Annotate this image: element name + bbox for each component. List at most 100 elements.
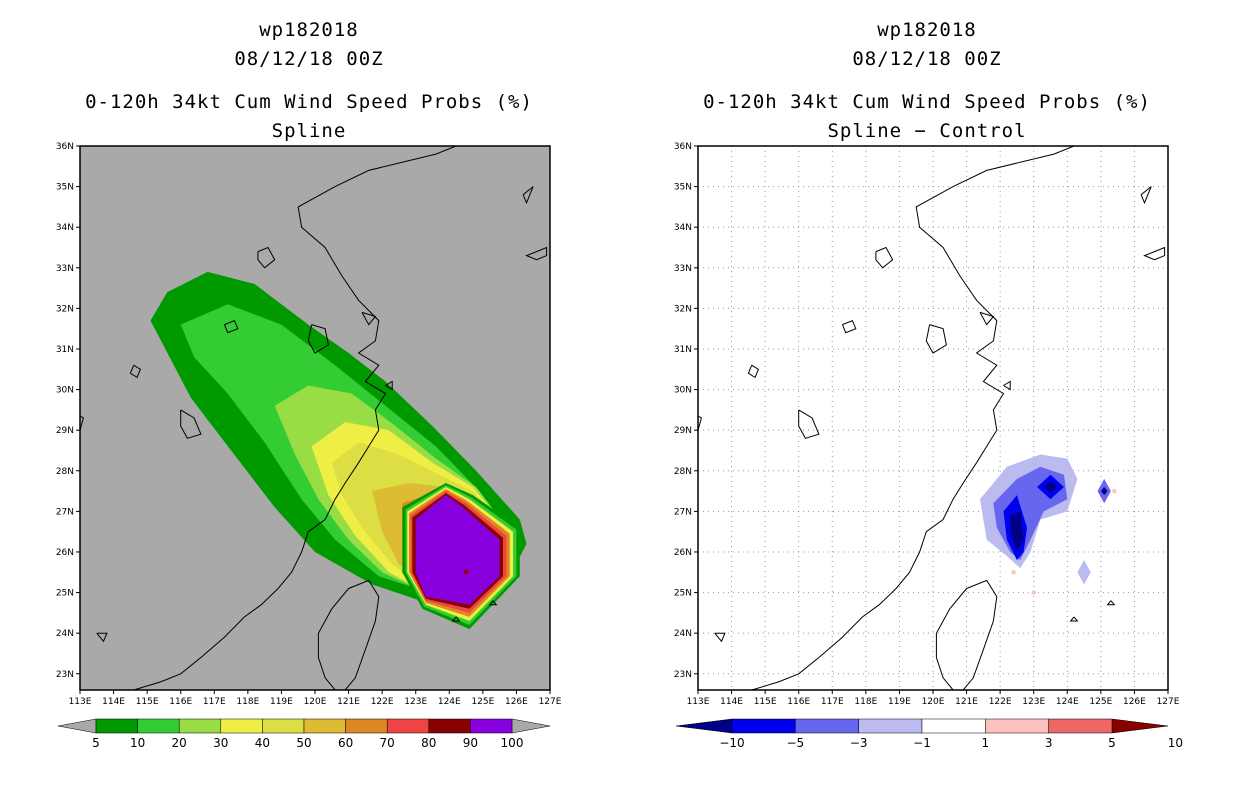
lon-tick-label: 127E <box>1157 697 1180 707</box>
colorbar-over-arrow <box>1111 718 1169 734</box>
right-difference-map: 113E 114E 115E 116E 117E 118E 119E 120E 121E 122E… <box>674 142 1183 750</box>
lat-tick-label: 32N <box>674 304 692 314</box>
diff-contour-plus1 <box>1011 570 1016 575</box>
lat-tick-label: 31N <box>56 345 74 355</box>
lake-outline <box>841 319 857 334</box>
lon-tick-label: 115E <box>136 697 159 707</box>
colorbar-swatch <box>470 718 513 734</box>
lake-outline <box>525 246 548 261</box>
lat-tick-label: 35N <box>674 183 692 193</box>
colorbar-label: 20 <box>172 736 187 750</box>
lon-tick-label: 116E <box>169 697 192 707</box>
lon-tick-label: 126E <box>1123 697 1146 707</box>
coastline <box>751 146 1075 690</box>
lat-tick-label: 30N <box>674 386 692 396</box>
lat-tick-label: 31N <box>674 345 692 355</box>
diff-contour-minus1 <box>1077 560 1091 585</box>
colorbar-swatch <box>303 718 346 734</box>
lon-tick-label: 122E <box>989 697 1012 707</box>
lon-tick-label: 123E <box>1022 697 1045 707</box>
colorbar-label: 5 <box>1108 736 1116 750</box>
lat-tick-label: 28N <box>674 467 692 477</box>
lon-tick-label: 118E <box>236 697 259 707</box>
lon-tick-label: 114E <box>102 697 125 707</box>
lon-tick-label: 117E <box>203 697 226 707</box>
lat-tick-label: 36N <box>56 142 74 152</box>
lon-tick-label: 124E <box>1056 697 1079 707</box>
colorbar-swatch <box>95 718 138 734</box>
colorbar-swatch <box>1048 718 1113 734</box>
lat-tick-label: 34N <box>56 223 74 233</box>
colorbar-label: −1 <box>913 736 931 750</box>
lon-tick-label: 125E <box>471 697 494 707</box>
lat-tick-label: 28N <box>56 467 74 477</box>
diff-contour-plus1 <box>1031 590 1036 595</box>
lat-tick-label: 35N <box>56 183 74 193</box>
right-storm-id: wp182018 <box>877 19 977 41</box>
right-subtitle: Spline − Control <box>827 120 1027 142</box>
lat-tick-label: 27N <box>56 507 74 517</box>
colorbar-swatch <box>220 718 263 734</box>
colorbar-swatch <box>858 718 923 734</box>
colorbar-under-arrow <box>57 718 97 734</box>
lon-tick-label: 116E <box>787 697 810 707</box>
colorbar-label: −10 <box>719 736 744 750</box>
lon-tick-label: 121E <box>955 697 978 707</box>
right-date: 08/12/18 00Z <box>852 48 1002 70</box>
island-outline <box>522 186 534 205</box>
island-outline <box>96 632 108 643</box>
colorbar-label: 1 <box>982 736 990 750</box>
lat-tick-label: 23N <box>674 670 692 680</box>
island-outline <box>979 311 995 326</box>
diff-contour-minus10 <box>1043 480 1058 494</box>
lat-tick-label: 29N <box>674 426 692 436</box>
coastline <box>133 146 457 690</box>
left-storm-id: wp182018 <box>259 19 359 41</box>
colorbar-swatch <box>386 718 430 734</box>
left-subtitle: Spline <box>271 120 347 142</box>
colorbar-swatch <box>428 718 471 734</box>
colorbar-swatch <box>921 718 986 734</box>
map-content <box>698 146 1168 690</box>
colorbar-over-arrow <box>511 718 551 734</box>
lat-tick-label: 23N <box>56 670 74 680</box>
lon-tick-label: 124E <box>438 697 461 707</box>
colorbar-label: 40 <box>255 736 270 750</box>
lon-tick-label: 119E <box>888 697 911 707</box>
lat-tick-label: 36N <box>674 142 692 152</box>
taiwan-coastline <box>935 579 998 690</box>
left-product-title: 0-120h 34kt Cum Wind Speed Probs (%) <box>85 91 533 113</box>
colorbar-label: 70 <box>380 736 395 750</box>
lon-tick-label: 119E <box>270 697 293 707</box>
lake-outline <box>747 364 760 379</box>
right-product-title: 0-120h 34kt Cum Wind Speed Probs (%) <box>703 91 1151 113</box>
lake-outline <box>223 319 239 334</box>
lon-tick-label: 122E <box>371 697 394 707</box>
lon-tick-label: 114E <box>720 697 743 707</box>
left-panel: wp182018 08/12/18 00Z 0-120h 34kt Cum Wi… <box>56 19 562 750</box>
colorbar-label: 60 <box>338 736 353 750</box>
lake-outline <box>257 246 276 269</box>
lake-outline <box>1143 246 1166 261</box>
colorbar-label: 30 <box>213 736 228 750</box>
colorbar-label: 100 <box>501 736 524 750</box>
prob-ring-band <box>415 495 500 605</box>
lat-tick-label: 24N <box>56 629 74 639</box>
lon-tick-label: 123E <box>404 697 427 707</box>
map-content <box>80 146 550 690</box>
max-probability-marker <box>464 570 469 575</box>
lat-tick-label: 27N <box>674 507 692 517</box>
lat-tick-label: 30N <box>56 386 74 396</box>
lake-outline <box>798 409 820 439</box>
colorbar-label: 10 <box>1168 736 1183 750</box>
colorbar-label: −3 <box>850 736 868 750</box>
diff-contour-minus10 <box>1100 487 1108 496</box>
colorbar-label: −5 <box>786 736 804 750</box>
colorbar-swatch <box>137 718 180 734</box>
lon-tick-label: 125E <box>1089 697 1112 707</box>
colorbar-label: 5 <box>92 736 100 750</box>
left-date: 08/12/18 00Z <box>234 48 384 70</box>
colorbar-label: 90 <box>463 736 478 750</box>
right-panel: wp182018 08/12/18 00Z 0-120h 34kt Cum Wi… <box>618 0 1236 800</box>
lat-tick-label: 33N <box>56 264 74 274</box>
